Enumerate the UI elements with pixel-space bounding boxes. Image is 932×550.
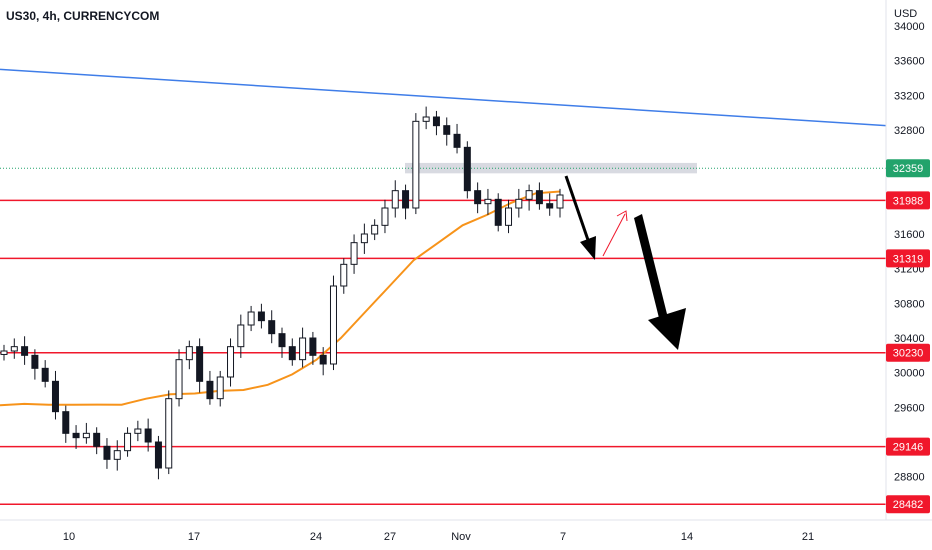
- x-tick-label-5: 7: [560, 531, 566, 543]
- candle-body: [41, 367, 49, 382]
- x-tick-label-6: 14: [681, 531, 693, 543]
- candle-body: [288, 346, 296, 361]
- candle-body: [360, 233, 368, 244]
- trendline: [0, 68, 887, 127]
- x-tick-label-7: 21: [802, 531, 814, 543]
- down-arrow-large-head: [648, 308, 686, 350]
- candle-body: [350, 242, 358, 265]
- candle-body: [494, 198, 502, 226]
- x-tick-label-4: Nov: [451, 531, 471, 543]
- level-tag-3-bg: [886, 437, 930, 456]
- level-tag-1-bg: [886, 249, 930, 268]
- candle-body: [237, 324, 245, 348]
- candle-body: [505, 207, 513, 226]
- candle-body: [525, 190, 533, 200]
- candle-body: [412, 120, 420, 209]
- y-tick-label-6: 30800: [894, 298, 925, 310]
- candle-body: [546, 203, 554, 209]
- candle-body: [340, 263, 348, 287]
- level-tag-0: 31988: [893, 195, 924, 207]
- up-arrow-red-head: [616, 210, 628, 222]
- y-tick-label-10: 28800: [894, 472, 925, 484]
- y-tick-label-3: 32800: [894, 125, 925, 137]
- level-tag-4-bg: [886, 495, 930, 514]
- candle-body: [391, 190, 399, 209]
- currency-label: USD: [894, 8, 917, 20]
- candle-body: [422, 116, 430, 122]
- candle-body: [515, 198, 523, 209]
- candle-body: [484, 198, 492, 205]
- y-tick-label-2: 33200: [894, 90, 925, 102]
- y-tick-label-0: 34000: [894, 21, 925, 33]
- resistance-zone: [405, 162, 697, 174]
- symbol-title: US30, 4h, CURRENCYCOM: [6, 9, 159, 23]
- down-arrow-large-shaft: [634, 214, 668, 322]
- x-tick-label-0: 10: [63, 531, 75, 543]
- y-tick-label-7: 30400: [894, 333, 925, 345]
- candle-body: [62, 411, 70, 434]
- candle-body: [278, 333, 286, 348]
- candle-body: [10, 346, 18, 352]
- candle-body: [0, 350, 8, 355]
- y-tick-label-9: 29600: [894, 402, 925, 414]
- y-tick-label-1: 33600: [894, 56, 925, 68]
- candle-body: [93, 432, 101, 447]
- down-arrow-small-head: [580, 236, 596, 260]
- candle-body: [474, 190, 482, 205]
- candle-body: [154, 441, 162, 469]
- candle-body: [309, 337, 317, 356]
- candle-body: [72, 432, 80, 439]
- candle-body: [329, 285, 337, 365]
- candle-body: [432, 116, 440, 127]
- candle-body: [21, 346, 29, 356]
- candle-body: [381, 207, 389, 226]
- candle-body: [257, 311, 265, 322]
- candle-body: [185, 346, 193, 361]
- y-tick-label-8: 30000: [894, 368, 925, 380]
- level-tag-3: 29146: [893, 442, 924, 454]
- moving-average-line: [0, 190, 561, 407]
- level-tag-0-bg: [886, 191, 930, 210]
- up-arrow-red-shaft: [602, 213, 626, 257]
- candle-body: [51, 380, 59, 413]
- x-tick-label-3: 27: [384, 531, 396, 543]
- candle-body: [175, 359, 183, 400]
- current-price-tag: 32359: [893, 163, 924, 175]
- down-arrow-small-shaft: [564, 175, 590, 241]
- level-tag-4: 28482: [893, 499, 924, 511]
- candle-body: [165, 398, 173, 469]
- candle-body: [247, 311, 255, 326]
- current-price-tag-bg: [886, 159, 930, 178]
- candle-body: [371, 224, 379, 235]
- level-tag-2-bg: [886, 343, 930, 362]
- candle-body: [268, 320, 276, 335]
- candle-body: [124, 432, 132, 452]
- candle-body: [206, 380, 214, 400]
- candle-body: [402, 190, 410, 209]
- candle-body: [319, 354, 327, 365]
- candle-body: [144, 428, 152, 443]
- candle-body: [463, 146, 471, 192]
- candle-body: [113, 450, 121, 460]
- level-tag-2: 30230: [893, 348, 924, 360]
- candle-body: [227, 346, 235, 378]
- candle-body: [196, 346, 204, 382]
- x-tick-label-2: 24: [310, 531, 322, 543]
- x-tick-label-1: 17: [188, 531, 200, 543]
- candle-body: [134, 428, 142, 434]
- candle-body: [556, 194, 564, 209]
- candle-body: [103, 445, 111, 460]
- candle-body: [31, 354, 39, 369]
- candle-body: [443, 125, 451, 135]
- candle-body: [535, 190, 543, 205]
- candle-body: [453, 133, 461, 148]
- candle-body: [299, 337, 307, 361]
- candle-body: [216, 376, 224, 400]
- level-tag-1: 31319: [893, 253, 924, 265]
- candle-body: [82, 432, 90, 439]
- y-tick-label-4: 31600: [894, 229, 925, 241]
